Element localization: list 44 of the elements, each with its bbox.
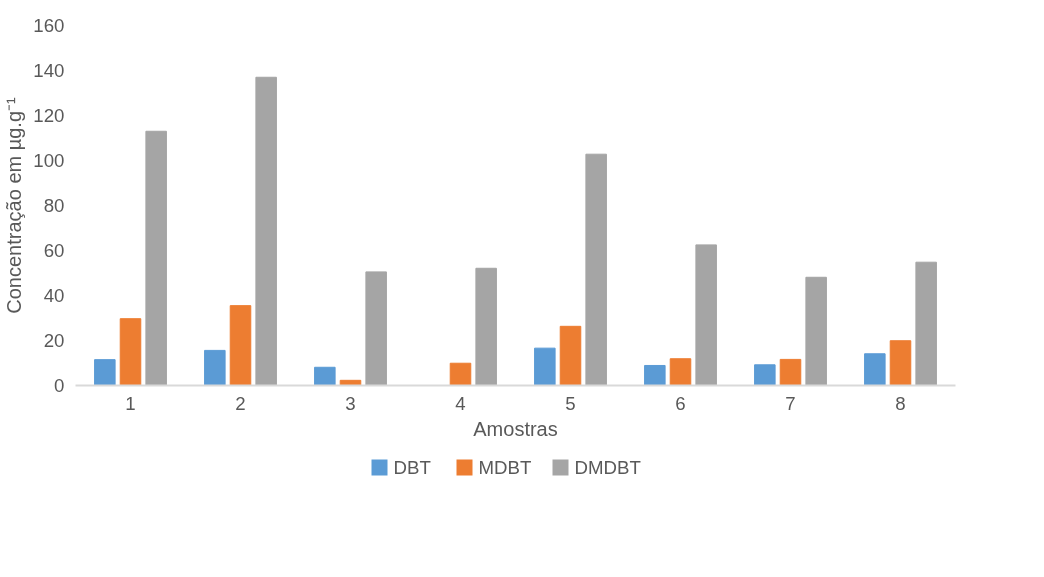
bar [255,76,277,386]
bar [669,358,692,386]
y-tick-label: 0 [54,375,65,396]
legend-label: DBT [393,457,431,478]
y-tick-label: 80 [43,195,65,216]
bar [365,271,387,386]
y-tick-label: 140 [33,60,65,81]
bar [145,130,167,386]
bar [229,305,252,386]
y-tick-label: 100 [33,150,65,171]
legend-label: MDBT [478,457,532,478]
x-tick-label: 3 [345,392,356,414]
bar [779,358,802,386]
bar [559,325,582,386]
bar [449,362,472,386]
bar [204,349,226,386]
bar [864,353,886,386]
x-tick-label: 8 [895,392,906,414]
bar [889,340,912,386]
y-tick-label: 120 [33,105,65,126]
x-tick-label: 7 [785,392,796,414]
x-axis-title: Amostras [473,417,558,440]
y-tick-label: 40 [43,285,65,306]
bar [475,267,497,386]
x-tick-label: 2 [235,392,246,414]
legend-label: DMDBT [574,457,641,478]
bar [585,153,607,386]
y-tick-label: 20 [43,330,65,351]
bar [915,261,937,386]
x-tick-label: 6 [675,392,686,414]
bar [805,276,827,386]
x-tick-label: 1 [125,392,136,414]
y-tick-label: 160 [33,15,65,36]
x-tick-label: 4 [455,392,466,414]
bar [754,364,776,386]
bar [534,347,556,386]
bar [119,318,142,386]
y-tick-label: 60 [43,240,65,261]
x-tick-label: 5 [565,392,576,414]
bar [695,244,717,386]
bar [94,359,116,386]
bar [644,364,666,386]
bar [314,366,336,386]
y-axis-title: Concentração em µg.g⁻¹ [3,96,26,314]
